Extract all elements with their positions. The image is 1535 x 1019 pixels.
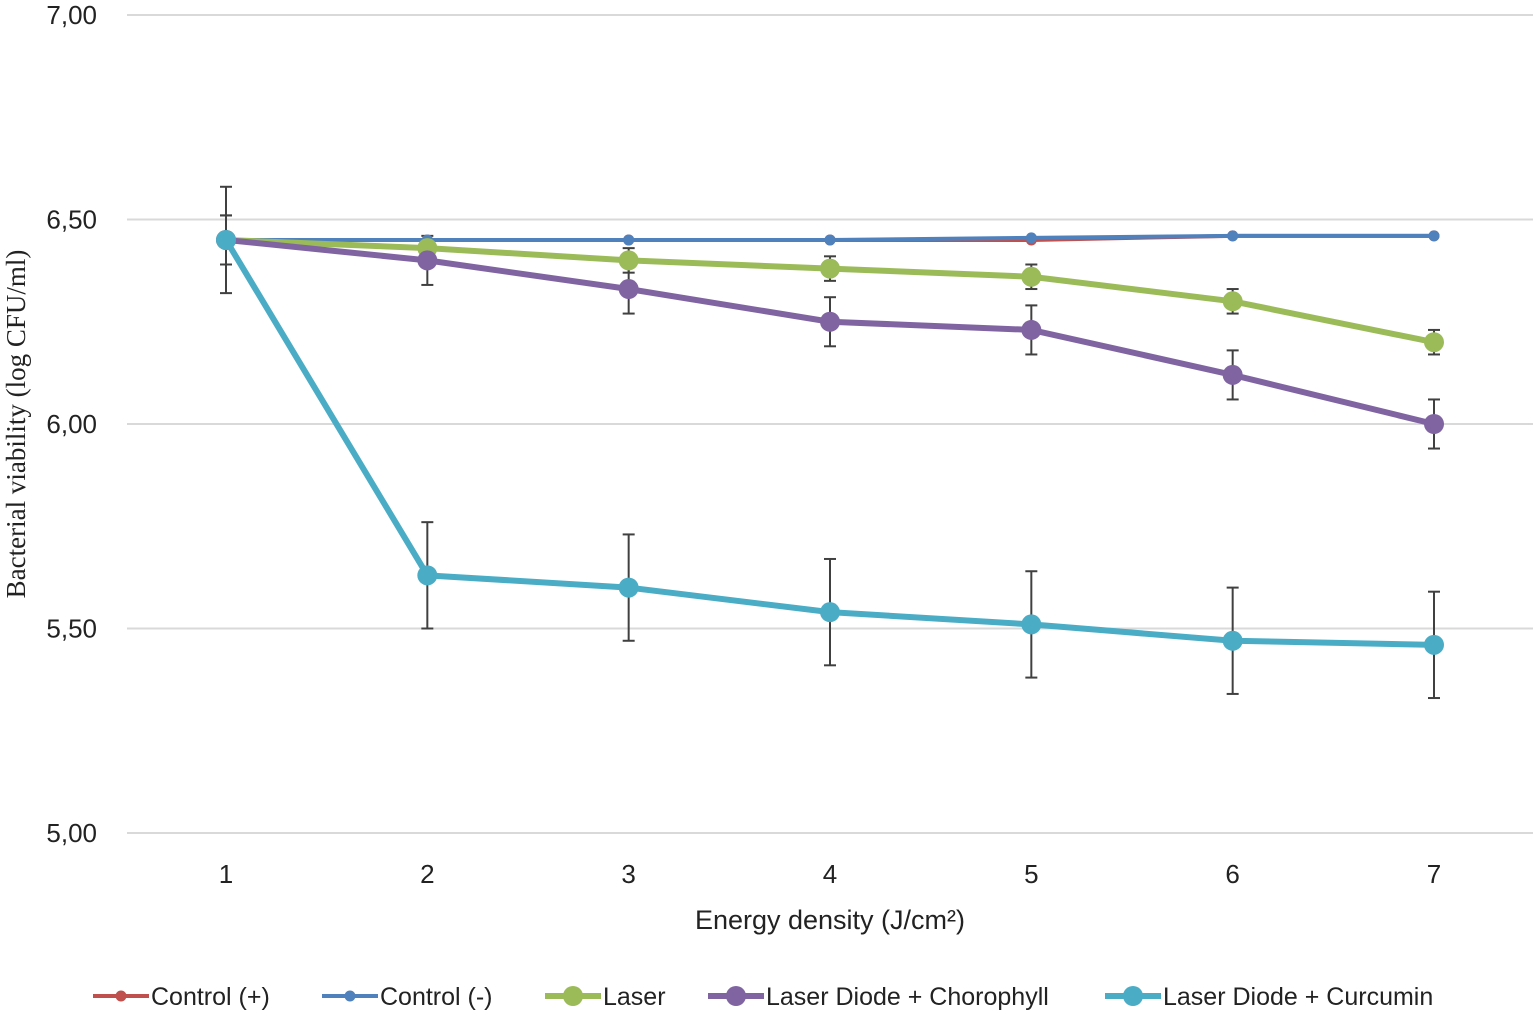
legend-swatch-marker bbox=[344, 990, 356, 1002]
data-point bbox=[820, 311, 840, 332]
y-tick-label: 7,00 bbox=[46, 0, 97, 30]
data-point bbox=[1222, 364, 1243, 385]
x-tick-labels: 1 2 3 4 5 6 7 bbox=[219, 859, 1441, 889]
data-point bbox=[1222, 291, 1243, 312]
x-tick-label: 1 bbox=[219, 859, 233, 889]
data-point bbox=[417, 250, 438, 271]
legend-item: Control (+) bbox=[93, 983, 270, 1011]
legend-swatch-marker bbox=[115, 990, 127, 1002]
data-point bbox=[623, 234, 635, 246]
data-point bbox=[1424, 634, 1444, 655]
gridlines bbox=[127, 14, 1533, 834]
data-point bbox=[417, 565, 438, 586]
legend-label: Control (+) bbox=[151, 983, 270, 1011]
legend-swatch-marker bbox=[563, 986, 583, 1006]
legend-swatch-marker bbox=[726, 986, 746, 1006]
data-point bbox=[820, 258, 840, 279]
legend-swatch-marker bbox=[1123, 986, 1143, 1006]
series-lines bbox=[216, 229, 1444, 655]
data-point bbox=[1424, 332, 1444, 353]
data-point bbox=[820, 602, 840, 623]
series-4 bbox=[216, 229, 1444, 655]
data-point bbox=[1424, 414, 1444, 434]
data-point bbox=[1227, 230, 1239, 242]
legend-label: Control (-) bbox=[380, 983, 493, 1011]
data-point bbox=[824, 234, 836, 246]
x-axis-title: Energy density (J/cm²) bbox=[695, 905, 965, 935]
y-tick-label: 6,00 bbox=[46, 409, 97, 439]
legend-item: Control (-) bbox=[322, 983, 493, 1011]
data-point bbox=[1021, 266, 1042, 287]
x-tick-label: 7 bbox=[1427, 859, 1441, 889]
legend-item: Laser Diode + Chorophyll bbox=[708, 983, 1049, 1011]
legend-item: Laser bbox=[545, 983, 666, 1011]
data-point bbox=[618, 577, 639, 598]
x-tick-label: 3 bbox=[621, 859, 635, 889]
data-point bbox=[618, 250, 639, 271]
data-point bbox=[1021, 614, 1042, 635]
data-point bbox=[1021, 319, 1042, 340]
x-tick-label: 4 bbox=[823, 859, 837, 889]
data-point bbox=[1025, 232, 1037, 244]
data-point bbox=[1428, 230, 1440, 242]
data-point bbox=[618, 279, 639, 300]
legend-label: Laser Diode + Curcumin bbox=[1163, 983, 1433, 1011]
y-axis-title: Bacterial viability (log CFU/ml) bbox=[1, 250, 31, 599]
x-tick-label: 2 bbox=[420, 859, 434, 889]
y-tick-label: 6,50 bbox=[46, 205, 97, 235]
legend-label: Laser bbox=[603, 983, 666, 1011]
legend-item: Laser Diode + Curcumin bbox=[1105, 983, 1433, 1011]
y-tick-label: 5,50 bbox=[46, 614, 97, 644]
series-1 bbox=[220, 230, 1440, 246]
x-tick-label: 6 bbox=[1225, 859, 1239, 889]
legend: Control (+) Control (-) Laser Laser Diode +… bbox=[93, 983, 1433, 1011]
data-point bbox=[216, 229, 236, 250]
x-tick-label: 5 bbox=[1024, 859, 1038, 889]
y-tick-label: 5,00 bbox=[46, 818, 97, 848]
data-point bbox=[1222, 630, 1243, 651]
y-tick-labels: 5,00 5,50 6,00 6,50 7,00 bbox=[46, 0, 97, 848]
legend-label: Laser Diode + Chorophyll bbox=[766, 983, 1049, 1011]
